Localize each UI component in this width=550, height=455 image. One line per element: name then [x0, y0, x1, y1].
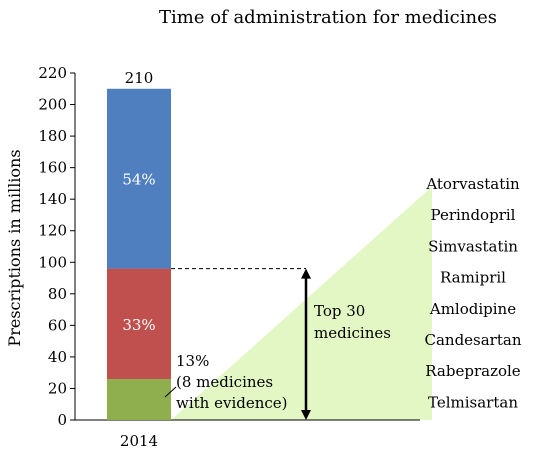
medicine-item: Perindopril	[431, 206, 516, 224]
medicine-item: Ramipril	[440, 269, 506, 287]
bar-segment	[107, 268, 171, 379]
y-tick-label: 60	[48, 316, 67, 334]
bottom-segment-note: 13% (8 medicines with evidence)	[176, 352, 288, 412]
bars	[107, 88, 171, 420]
y-tick-label: 180	[38, 127, 67, 145]
y-tick-label: 0	[57, 411, 67, 429]
bottom-note-line: (8 medicines	[176, 373, 273, 391]
x-tick-label: 2014	[120, 432, 158, 450]
bracket-label-line: Top 30	[314, 302, 365, 320]
y-tick-label: 220	[38, 64, 67, 82]
medicine-item: Candesartan	[424, 331, 521, 349]
top30-wedge	[171, 186, 432, 420]
y-tick-label: 140	[38, 190, 67, 208]
bracket-label: Top 30 medicines	[314, 302, 391, 342]
segment-labels: 33% 54% 210	[122, 69, 155, 334]
bracket-arrowhead-bottom	[301, 410, 311, 420]
medicine-list: Atorvastatin Perindopril Simvastatin Ramipr…	[424, 175, 521, 411]
y-tick-label: 80	[48, 285, 67, 303]
y-tick-label: 200	[38, 96, 67, 114]
y-tick-label: 20	[48, 379, 67, 397]
top30-bracket	[301, 268, 311, 420]
bar-total-label: 210	[125, 69, 154, 87]
y-axis-label: Prescriptions in millions	[5, 149, 24, 346]
medicine-item: Rabeprazole	[425, 362, 521, 380]
bottom-segment-connector	[164, 386, 177, 398]
medicine-item: Amlodipine	[429, 300, 516, 318]
bar-segment	[107, 88, 171, 269]
bottom-note-line: with evidence)	[176, 394, 288, 412]
y-tick-label: 120	[38, 222, 67, 240]
y-axis: 0 20 40 60 80 100 120 140 160 180 200 220	[38, 64, 76, 429]
medicine-item: Simvastatin	[428, 237, 518, 255]
chart-title: Time of administration for medicines	[159, 7, 497, 28]
medicine-item: Atorvastatin	[425, 175, 520, 193]
bracket-label-line: medicines	[314, 324, 391, 342]
bottom-note-line: 13%	[176, 352, 209, 370]
bracket-arrowhead-top	[301, 268, 311, 279]
segment-label: 33%	[122, 316, 155, 334]
y-tick-label: 100	[38, 253, 67, 271]
y-tick-label: 40	[48, 348, 67, 366]
y-tick-label: 160	[38, 159, 67, 177]
segment-label: 54%	[122, 171, 155, 189]
medicine-item: Telmisartan	[428, 393, 518, 411]
x-axis: 2014	[75, 419, 420, 450]
bar-segment	[107, 378, 171, 420]
